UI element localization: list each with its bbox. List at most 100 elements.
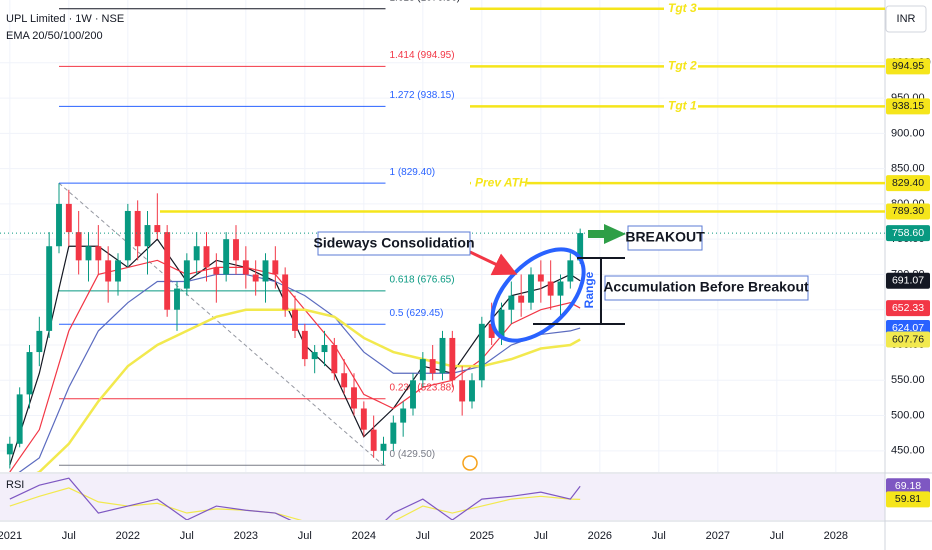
candle-body — [213, 267, 220, 275]
candle-body — [528, 274, 534, 303]
fib-label: 0.5 (629.45) — [390, 308, 444, 319]
currency-button[interactable] — [885, 5, 927, 33]
candle-body — [242, 260, 249, 275]
candle-body — [577, 233, 584, 261]
range-label: Range — [582, 271, 596, 308]
fib-label: 1.272 (938.15) — [390, 90, 455, 101]
target-label-bg — [664, 0, 698, 16]
x-tick-label: 2028 — [824, 530, 848, 542]
x-tick-label: 2022 — [116, 530, 140, 542]
target-label: Tgt 2 — [668, 59, 697, 73]
price-badge — [886, 331, 930, 348]
candle-body — [370, 429, 377, 451]
price-badge — [886, 175, 930, 192]
candle-body — [56, 203, 62, 247]
axis-layer: 450.00500.00550.00600.00650.00700.00750.… — [0, 57, 931, 542]
accumulation-box — [604, 275, 809, 301]
target-label: Prev ATH — [475, 175, 528, 189]
y-tick-label: 500.00 — [891, 409, 925, 421]
candle-body — [105, 260, 112, 282]
fib-label: 0 (429.50) — [390, 449, 436, 460]
candle-body — [193, 246, 200, 261]
candle-body — [390, 422, 397, 444]
candle-body — [321, 345, 328, 353]
price-badge-label: 607.76 — [892, 333, 924, 345]
target-label-bg — [471, 175, 527, 191]
consolidation-label: Sideways Consolidation — [313, 235, 474, 251]
fib-label: 1.414 (994.95) — [390, 50, 455, 61]
candle-body — [65, 203, 72, 233]
rsi-line — [9, 477, 581, 520]
candle-body — [469, 380, 475, 402]
candle-body — [439, 337, 446, 374]
ema-line — [36, 308, 581, 472]
candle-body — [537, 274, 544, 282]
candle-body — [518, 295, 525, 303]
price-badge-label: 624.07 — [892, 322, 924, 334]
price-badge-label: 994.95 — [892, 60, 924, 72]
target-label-bg — [664, 98, 698, 114]
candle-body — [272, 260, 279, 275]
candle-body — [174, 288, 180, 310]
x-tick-label: 2023 — [234, 530, 258, 542]
candle-body — [351, 387, 357, 409]
candle-body — [85, 246, 92, 261]
price-badge-label: 829.40 — [892, 177, 924, 189]
candle-body — [488, 323, 495, 338]
price-badge — [886, 272, 930, 289]
candle-body — [498, 309, 505, 338]
candle-body — [6, 443, 13, 455]
candle-body — [36, 330, 43, 353]
price-badge — [886, 478, 930, 495]
candle-body — [557, 281, 564, 296]
fib-label: 1 (829.40) — [390, 167, 436, 178]
candle-body — [262, 260, 269, 282]
candle-body — [223, 239, 230, 275]
candle-body — [311, 352, 318, 360]
green-arrow — [588, 224, 626, 244]
candle-body — [75, 232, 82, 261]
candle-layer — [6, 183, 584, 469]
price-badge-label: 59.81 — [895, 493, 921, 505]
candle-body — [459, 380, 466, 402]
candle-body — [380, 443, 387, 451]
candle-body — [508, 295, 515, 310]
x-tick-label: Jul — [298, 530, 312, 542]
fib-label: 1.618 (1076.56) — [390, 0, 461, 3]
candle-body — [134, 210, 141, 247]
candle-body — [252, 274, 259, 282]
range-bracket — [577, 257, 625, 325]
candle-body — [547, 281, 554, 296]
red-arrow — [469, 250, 518, 276]
level-layer: Tgt 3 Tgt 2 Tgt 1 Prev ATH — [0, 0, 885, 234]
indicator-label: EMA 20/50/100/200 — [6, 30, 103, 42]
price-badge-label: 938.15 — [892, 100, 924, 112]
rsi-line — [9, 487, 581, 520]
candle-body — [233, 239, 239, 261]
candle-body — [301, 330, 308, 360]
target-label-bg — [664, 58, 698, 74]
price-badge — [886, 203, 930, 220]
dividend-icon — [462, 455, 478, 471]
candle-body — [16, 394, 23, 444]
chart-title: UPL Limited · 1W · NSE — [6, 13, 124, 25]
y-tick-label: 450.00 — [891, 445, 925, 457]
y-tick-label: 550.00 — [891, 374, 925, 386]
fib-trend-line — [58, 182, 384, 466]
candle-body — [410, 380, 416, 409]
candle-body — [292, 309, 298, 331]
candle-body — [124, 210, 131, 261]
price-badge-label: 69.18 — [895, 480, 921, 492]
price-badge — [886, 491, 930, 508]
x-tick-label: Jul — [62, 530, 76, 542]
y-tick-label: 850.00 — [891, 163, 925, 175]
price-badge — [886, 225, 930, 242]
currency-label[interactable]: INR — [897, 13, 916, 25]
candle-body — [400, 408, 407, 423]
candle-body — [183, 260, 190, 289]
breakout-label: BREAKOUT — [625, 229, 705, 245]
x-tick-label: 2024 — [352, 530, 376, 542]
x-tick-label: 2021 — [0, 530, 22, 542]
